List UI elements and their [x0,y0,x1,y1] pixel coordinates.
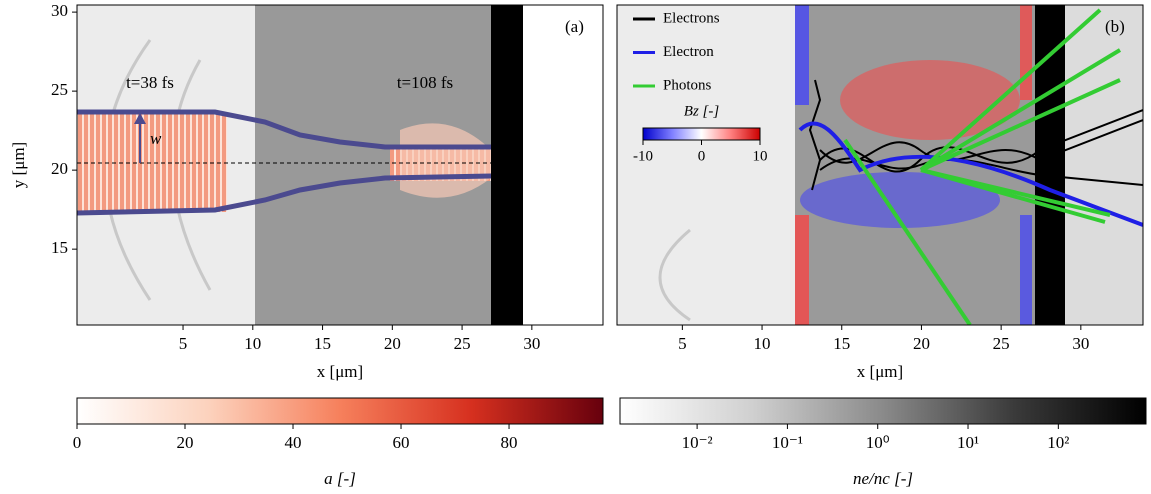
x-tick-label: 20 [177,433,194,452]
x-tick-label: 40 [285,433,302,452]
plot-frame [76,4,604,326]
y-tick-label: 20 [51,159,68,178]
x-tick-label: 15 [314,334,331,353]
plot-frame [616,4,1144,326]
field-map-a [77,5,523,325]
colorbar [76,397,604,425]
x-tick-label: 10⁻¹ [772,433,803,452]
x-axis-label: x [μm] [857,362,903,381]
panel-label: (b) [1105,17,1125,36]
legend-label: Electron [663,44,714,60]
x-tick-label: -10 [633,148,653,164]
annotation: t=108 fs [397,73,453,92]
field-map-b [617,5,1143,325]
x-tick-label: 30 [1072,334,1089,353]
annotation: w [150,129,162,148]
x-tick-label: 10 [753,148,768,164]
legend-label: Electrons [663,10,720,26]
annotation: t=38 fs [126,73,174,92]
x-axis-label: a [-] [324,469,356,488]
x-tick-label: 10⁻² [682,433,713,452]
x-tick-label: 10 [244,334,261,353]
x-tick-label: 5 [179,334,188,353]
x-tick-label: 0 [698,148,706,164]
x-tick-label: 20 [913,334,930,353]
colorbar-title: Bz [-] [684,103,720,119]
x-axis-label: x [μm] [317,362,363,381]
x-tick-label: 25 [454,334,471,353]
x-tick-label: 10⁰ [866,433,890,452]
x-tick-label: 80 [501,433,518,452]
x-tick-label: 10² [1047,433,1069,452]
panel-label: (a) [565,17,584,36]
x-tick-label: 10 [754,334,771,353]
y-tick-label: 30 [51,1,68,20]
x-tick-label: 60 [393,433,410,452]
y-tick-label: 15 [51,238,68,257]
x-tick-label: 20 [384,334,401,353]
x-tick-label: 15 [833,334,850,353]
legend-label: Photons [663,77,712,93]
colorbar [642,127,761,141]
x-tick-label: 25 [993,334,1010,353]
colorbar [619,397,1147,425]
x-tick-label: 30 [523,334,540,353]
x-tick-label: 0 [73,433,82,452]
y-axis-label: y [μm] [9,142,28,188]
y-tick-label: 25 [51,80,68,99]
x-tick-label: 5 [678,334,687,353]
x-tick-label: 10¹ [957,433,979,452]
x-axis-label: ne/nc [-] [853,469,913,488]
